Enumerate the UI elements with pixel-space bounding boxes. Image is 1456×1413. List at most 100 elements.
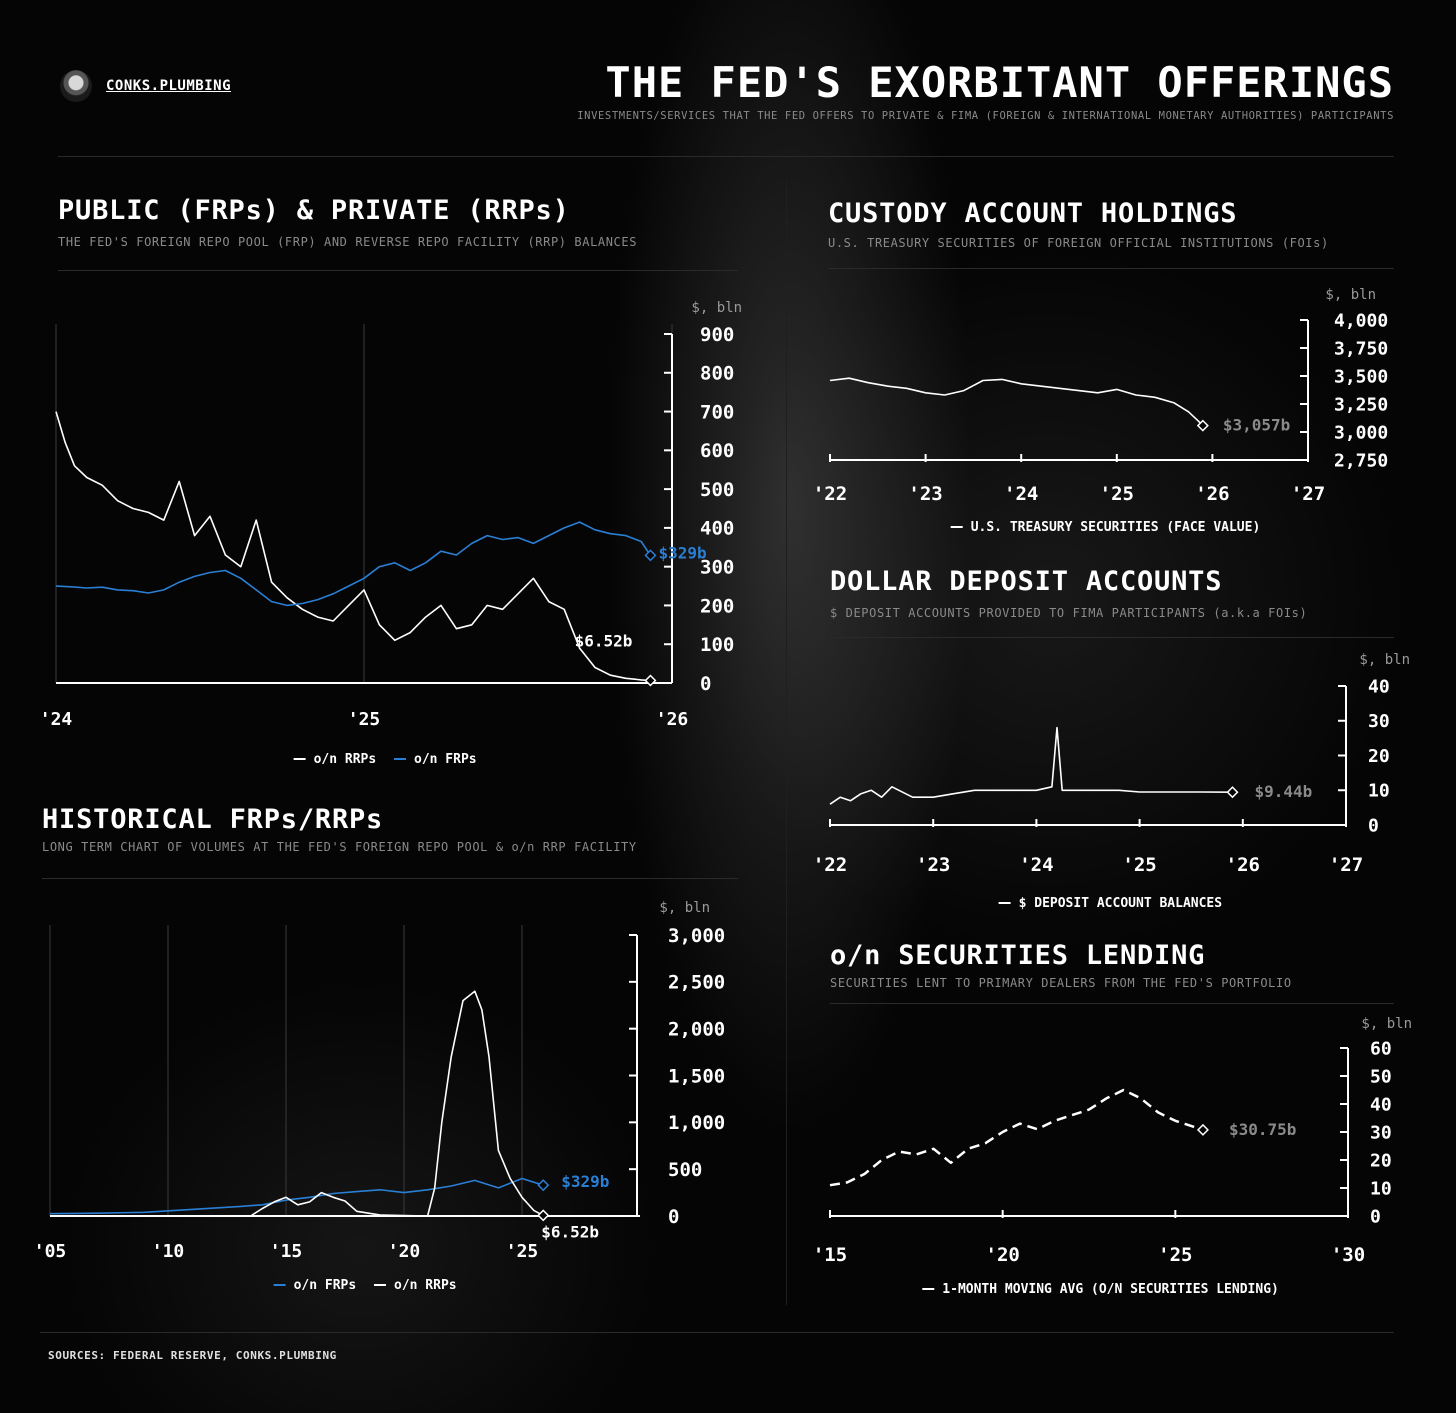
series-end-marker-1 [644,549,657,562]
series-end-marker-0 [644,674,657,687]
y-tick-label-0: 0 [700,673,711,695]
page-title: THE FED'S EXORBITANT OFFERINGS [605,58,1394,107]
y-tick-label-5: 4,000 [1334,310,1388,331]
frp-rrp-chart: 0 100 200 300 400 500 600 700 800 900 $, bln '24 '25… [40,300,742,767]
y-tick-label-1: 500 [668,1159,702,1181]
y-tick-label-3: 3,500 [1334,366,1388,387]
seclend-subtitle: SECURITIES LENT TO PRIMARY DEALERS FROM … [830,976,1292,990]
y-axis-unit-label: $, bln [691,300,742,316]
series-line-1 [50,990,544,1217]
x-tick-label-3: '25 [1122,854,1156,876]
deposit-chart: 0 10 20 30 40 $, bln '22 '23 '24 '25 '26 '27 $9.44b $… [813,652,1410,911]
x-tick-label-1: '23 [916,854,950,876]
x-tick-label-2: '26 [656,709,689,730]
x-tick-label-0: '24 [40,709,73,730]
x-tick-label-0: '22 [813,483,847,505]
sources-note: SOURCES: FEDERAL RESERVE, CONKS.PLUMBING [48,1349,337,1362]
y-tick-label-2: 1,000 [668,1112,725,1134]
x-tick-label-0: '15 [813,1244,847,1266]
y-tick-label-1: 100 [700,634,734,656]
y-tick-label-3: 30 [1370,1122,1392,1143]
y-tick-label-1: 10 [1368,781,1390,802]
series-line-0 [829,377,1204,427]
y-tick-label-1: 3,000 [1334,422,1388,443]
historical-subtitle: LONG TERM CHART OF VOLUMES AT THE FED'S … [42,840,637,854]
x-tick-label-2: '15 [270,1241,303,1262]
y-tick-label-2: 20 [1368,746,1390,767]
y-axis-unit-label: $, bln [1325,287,1376,303]
series-end-label-0: $30.75b [1229,1120,1296,1139]
series-end-label-0: $9.44b [1254,782,1312,801]
x-tick-label-1: '10 [152,1241,185,1262]
deposit-subtitle: $ DEPOSIT ACCOUNTS PROVIDED TO FIMA PART… [830,606,1308,620]
y-tick-label-8: 800 [700,363,734,385]
x-tick-label-5: '27 [1291,483,1325,505]
frp-rrp-title: PUBLIC (FRPs) & PRIVATE (RRPs) [58,195,570,226]
y-tick-label-5: 50 [1370,1066,1392,1087]
seclend-divider [830,1003,1394,1004]
y-tick-label-0: 0 [668,1206,679,1228]
x-tick-label-0: '22 [813,854,847,876]
x-tick-label-4: '26 [1195,483,1229,505]
series-end-label-0: $329b [561,1172,609,1191]
x-tick-label-2: '25 [1158,1244,1192,1266]
legend-label-0: o/n RRPs [314,752,377,767]
historical-divider [42,878,738,879]
column-divider [786,180,787,1305]
seclend-chart: 0 10 20 30 40 50 60 $, bln '15 '20 '25 '30 $30.75b 1-… [813,1016,1412,1297]
y-axis-unit-label: $, bln [1361,1016,1412,1032]
historical-chart: 0 500 1,000 1,500 2,000 2,500 3,000 $, bln '05 '1… [34,900,725,1293]
x-tick-label-2: '24 [1004,483,1038,505]
y-tick-label-3: 300 [700,557,734,579]
frp-rrp-divider [58,270,738,271]
y-tick-label-0: 0 [1368,815,1379,836]
y-tick-label-5: 500 [700,479,734,501]
brand[interactable]: CONKS.PLUMBING [60,70,231,102]
y-tick-label-3: 30 [1368,711,1390,732]
x-tick-label-1: '23 [908,483,942,505]
legend-label-1: o/n FRPs [414,752,477,767]
series-line-0 [829,726,1233,805]
series-end-marker-0 [1226,786,1239,799]
y-axis-unit-label: $, bln [659,900,710,916]
series-line-0 [55,411,651,682]
x-tick-label-3: '30 [1331,1244,1365,1266]
series-end-marker-0 [537,1179,550,1192]
series-line-1 [55,521,652,607]
y-tick-label-2: 20 [1370,1150,1392,1171]
page-subtitle: INVESTMENTS/SERVICES THAT THE FED OFFERS… [577,110,1394,122]
y-tick-label-4: 40 [1370,1094,1392,1115]
x-tick-label-4: '25 [506,1241,539,1262]
y-tick-label-6: 600 [700,440,734,462]
custody-title: CUSTODY ACCOUNT HOLDINGS [828,198,1238,229]
y-tick-label-4: 40 [1368,676,1390,697]
deposit-divider [830,637,1394,638]
series-end-marker-0 [1196,1123,1209,1136]
historical-title: HISTORICAL FRPs/RRPs [42,804,384,835]
x-tick-label-1: '20 [986,1244,1020,1266]
series-end-marker-0 [1196,419,1209,432]
seclend-title: o/n SECURITIES LENDING [830,940,1206,971]
footer-divider [40,1332,1394,1333]
y-tick-label-6: 60 [1370,1038,1392,1059]
y-tick-label-2: 3,250 [1334,394,1388,415]
x-tick-label-2: '24 [1019,854,1053,876]
x-tick-label-1: '25 [348,709,381,730]
series-end-label-0: $6.52b [575,631,633,650]
series-line-0 [49,1177,544,1215]
brand-name[interactable]: CONKS.PLUMBING [106,78,232,94]
y-tick-label-7: 700 [700,401,734,423]
y-tick-label-0: 2,750 [1334,450,1388,471]
y-tick-label-2: 200 [700,595,734,617]
avatar [60,70,92,102]
x-tick-label-0: '05 [34,1241,67,1262]
legend-label-0: 1-MONTH MOVING AVG (O/N SECURITIES LENDI… [942,1282,1279,1297]
x-tick-label-3: '25 [1100,483,1134,505]
y-tick-label-1: 10 [1370,1178,1392,1199]
header-divider [58,156,1394,157]
y-tick-label-0: 0 [1370,1206,1381,1227]
series-end-label-1: $329b [658,543,706,562]
custody-chart: 2,750 3,000 3,250 3,500 3,750 4,000 $, bln '22 '… [813,287,1388,535]
y-tick-label-3: 1,500 [668,1065,725,1087]
